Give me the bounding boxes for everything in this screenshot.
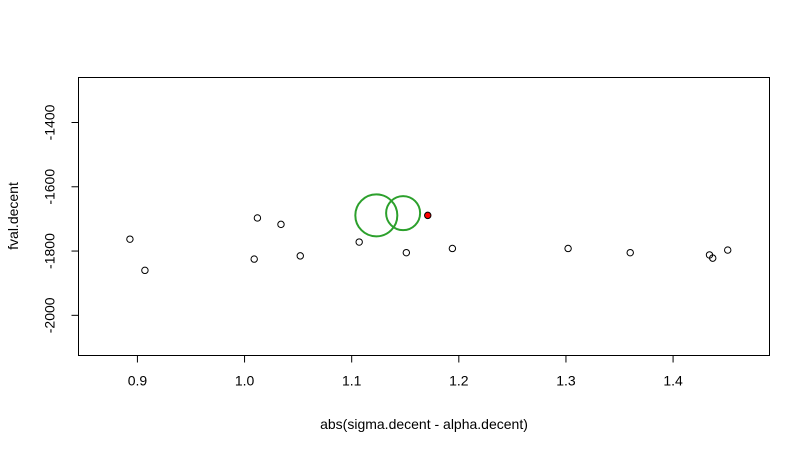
data-point: [448, 244, 457, 253]
data-point: [724, 246, 732, 254]
y-axis: -2000 -1800 -1600 -1400: [42, 104, 79, 333]
x-tick-label: 0.9: [128, 373, 148, 389]
x-tick-label: 1.1: [342, 373, 362, 389]
x-tick-label: 1.2: [449, 373, 469, 389]
data-point: [355, 238, 363, 246]
x-axis: 0.9 1.0 1.1 1.2 1.3 1.4: [128, 355, 683, 389]
data-points: [126, 193, 732, 275]
y-tick-label: -2000: [42, 297, 58, 333]
data-point: [402, 248, 411, 257]
data-point: [141, 266, 149, 275]
y-tick-label: -1800: [42, 233, 58, 269]
data-point: [253, 214, 262, 222]
data-point: [296, 252, 304, 260]
y-axis-label: fval.decent: [5, 182, 21, 250]
data-point: [277, 220, 285, 229]
highlight-ring: [385, 195, 422, 232]
y-tick-label: -1400: [42, 104, 58, 140]
data-point: [250, 255, 258, 263]
x-tick-label: 1.0: [235, 373, 255, 389]
data-point: [126, 235, 134, 243]
data-point: [564, 244, 572, 253]
data-point: [709, 254, 717, 262]
x-tick-label: 1.3: [556, 373, 576, 389]
y-tick-label: -1600: [42, 169, 58, 205]
highlight-ring: [354, 193, 399, 238]
data-point: [626, 248, 634, 257]
x-tick-label: 1.4: [663, 373, 683, 389]
x-axis-label: abs(sigma.decent - alpha.decent): [320, 416, 528, 432]
highlighted-point: [424, 211, 432, 220]
